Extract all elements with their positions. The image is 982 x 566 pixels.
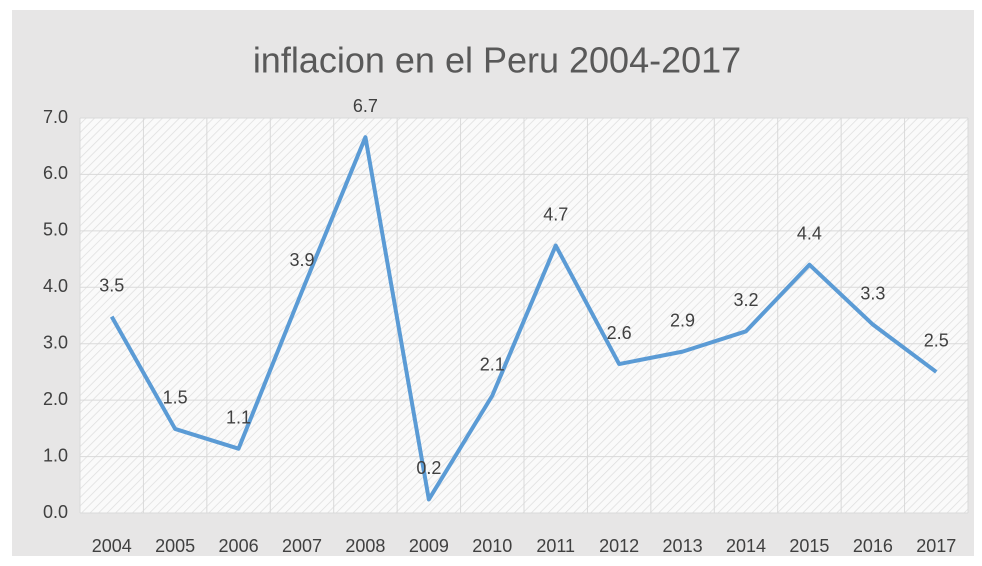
x-tick-label: 2011 (536, 536, 575, 556)
x-tick-label: 2012 (599, 536, 639, 556)
data-label: 3.2 (733, 290, 758, 310)
data-label: 2.1 (480, 354, 505, 374)
x-tick-label: 2015 (789, 536, 829, 556)
series-line (109, 135, 938, 502)
x-tick-label: 2009 (409, 536, 449, 556)
data-label: 2.6 (607, 323, 632, 343)
x-tick-label: 2016 (853, 536, 893, 556)
x-tick-label: 2008 (345, 536, 385, 556)
data-label: 2.9 (670, 310, 695, 330)
data-label: 1.1 (226, 407, 251, 427)
x-tick-label: 2006 (219, 536, 259, 556)
x-tick-label: 2010 (472, 536, 512, 556)
data-label: 0.2 (416, 458, 441, 478)
x-tick-label: 2013 (663, 536, 703, 556)
y-tick-label: 2.0 (43, 389, 68, 409)
data-label: 6.7 (353, 96, 378, 116)
x-tick-label: 2004 (92, 536, 132, 556)
data-label: 3.5 (99, 275, 124, 295)
y-tick-label: 4.0 (43, 276, 68, 296)
data-label: 2.5 (924, 331, 949, 351)
y-tick-label: 3.0 (43, 332, 68, 352)
y-tick-label: 5.0 (43, 220, 68, 240)
y-tick-label: 6.0 (43, 163, 68, 183)
data-label: 3.9 (289, 250, 314, 270)
x-tick-label: 2014 (726, 536, 766, 556)
data-label: 1.5 (163, 388, 188, 408)
x-tick-label: 2005 (155, 536, 195, 556)
chart-title: inflacion en el Peru 2004-2017 (253, 40, 741, 81)
data-label: 4.4 (797, 223, 822, 243)
data-label: 4.7 (543, 204, 568, 224)
y-tick-label: 0.0 (43, 502, 68, 522)
data-label: 3.3 (860, 283, 885, 303)
y-tick-label: 1.0 (43, 445, 68, 465)
x-tick-label: 2007 (282, 536, 322, 556)
y-tick-label: 7.0 (43, 107, 68, 127)
x-tick-label: 2017 (916, 536, 956, 556)
